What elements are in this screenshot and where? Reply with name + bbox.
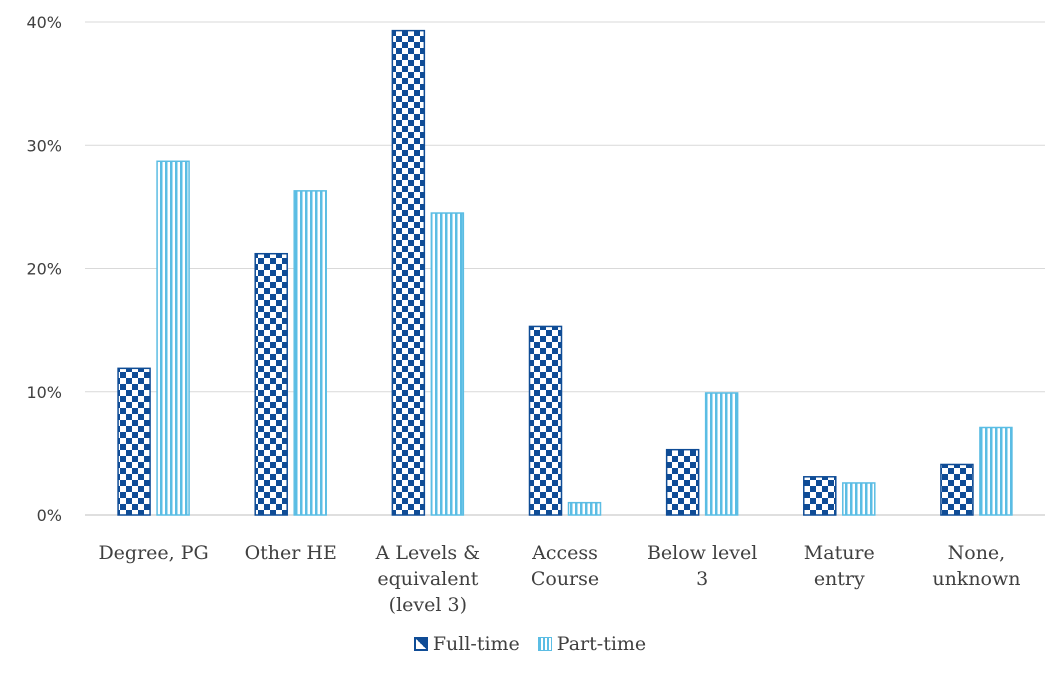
- bar-full-time: [803, 476, 837, 516]
- x-category-label: A Levels & equivalent (level 3): [375, 542, 480, 616]
- bar-full-time: [528, 325, 563, 516]
- bar-part-time: [704, 392, 739, 516]
- x-category-label: Other HE: [245, 542, 337, 564]
- bar-part-time: [293, 190, 327, 516]
- legend-item-full-time: Full-time: [413, 633, 520, 655]
- legend-label-part-time: Part-time: [556, 633, 647, 655]
- bar-full-time: [391, 29, 426, 516]
- legend-swatch-part-time: [537, 637, 552, 651]
- x-category-label: Degree, PG: [98, 542, 208, 564]
- x-category-label: Below level 3: [647, 542, 757, 590]
- bar-full-time: [117, 367, 151, 516]
- gridlines: [85, 21, 1045, 516]
- y-tick-label: 20%: [26, 260, 62, 279]
- bars: [117, 29, 1013, 516]
- x-category-label: Access Course: [531, 542, 599, 590]
- y-tick-label: 30%: [26, 136, 62, 155]
- y-tick-label: 10%: [26, 383, 62, 402]
- legend-item-part-time: Part-time: [537, 633, 647, 655]
- bar-part-time: [156, 160, 190, 516]
- x-category-label: None, unknown: [932, 542, 1020, 590]
- legend: Full-time Part-time: [0, 633, 1060, 655]
- legend-swatch-full-time: [413, 637, 428, 651]
- bar-part-time: [567, 501, 602, 516]
- x-category-label: Mature entry: [804, 542, 875, 590]
- bar-part-time: [842, 482, 876, 516]
- bar-full-time: [254, 252, 288, 516]
- bar-part-time: [979, 426, 1013, 516]
- bar-full-time: [665, 448, 700, 516]
- bar-part-time: [430, 212, 465, 516]
- y-tick-label: 0%: [37, 506, 62, 525]
- y-axis-ticks: 0% 10% 20% 30% 40%: [26, 13, 62, 525]
- bar-full-time: [940, 463, 974, 516]
- y-tick-label: 40%: [26, 13, 62, 32]
- x-axis-labels: Degree, PG Other HE A Levels & equivalent (l…: [98, 542, 1020, 616]
- legend-label-full-time: Full-time: [432, 633, 520, 655]
